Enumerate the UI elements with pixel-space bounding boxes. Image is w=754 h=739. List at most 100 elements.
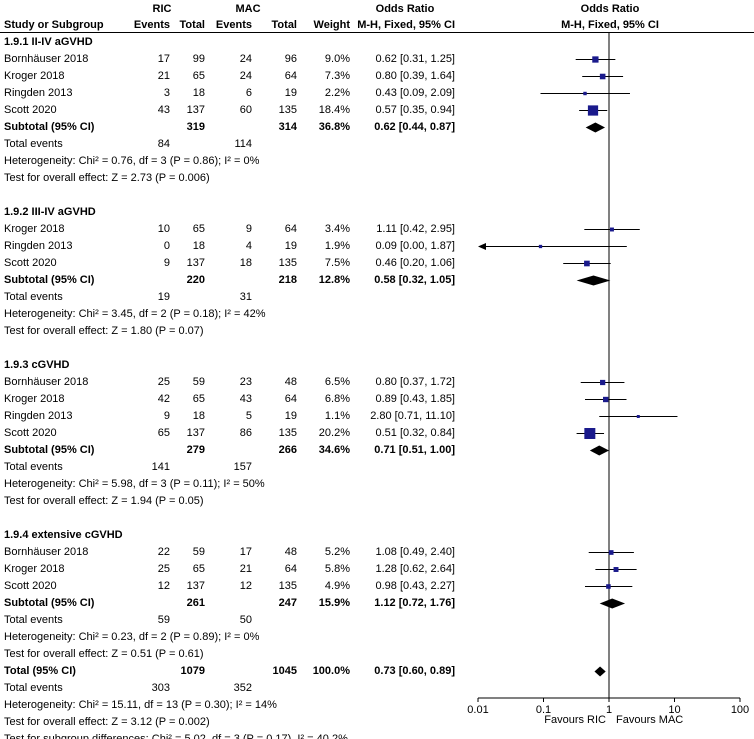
mac-events-value: 21 xyxy=(239,563,252,575)
ric-total-value: 18 xyxy=(192,87,205,99)
subtotal-weight-value: 15.9% xyxy=(318,597,350,609)
study-name: Bornhäuser 2018 xyxy=(4,376,89,388)
ric-total-value: 137 xyxy=(186,257,205,269)
subtotal-ci-text: 0.62 [0.44, 0.87] xyxy=(374,121,455,133)
mac-subtotal-value: 266 xyxy=(278,444,297,456)
grand-total-row: Total (95% CI) 1079 1045 100.0% 0.73 [0.60, … xyxy=(0,663,460,680)
ric-subtotal-value: 279 xyxy=(186,444,205,456)
weight-value: 1.1% xyxy=(324,410,350,422)
ric-total-value: 65 xyxy=(192,70,205,82)
ric-total-value: 137 xyxy=(186,427,205,439)
ric-subtotal-value: 261 xyxy=(186,597,205,609)
study-row: Bornhäuser 2018 17 99 24 96 9.0% 0.62 [0.31, 1… xyxy=(0,51,460,68)
mac-events-sum: 31 xyxy=(239,291,252,303)
ric-events-sum: 141 xyxy=(151,461,170,473)
mh-fixed-text-header: M-H, Fixed, 95% CI xyxy=(357,19,455,31)
ric-total-value: 65 xyxy=(192,393,205,405)
mac-events-value: 9 xyxy=(245,223,252,235)
subgroup-title: 1.9.4 extensive cGVHD xyxy=(4,529,123,541)
ric-events-value: 22 xyxy=(157,546,170,558)
study-name: Kroger 2018 xyxy=(4,563,65,575)
subgroup-title: 1.9.1 II-IV aGVHD xyxy=(4,36,93,48)
subtotal-row: Subtotal (95% CI) 279 266 34.6% 0.71 [0.51, … xyxy=(0,442,460,459)
ric-events-value: 21 xyxy=(157,70,170,82)
study-row: Ringden 2013 0 18 4 19 1.9% 0.09 [0.00, 1.87] xyxy=(0,238,460,255)
weight-value: 9.0% xyxy=(324,53,350,65)
study-row: Kroger 2018 42 65 43 64 6.8% 0.89 [0.43, 1.85] xyxy=(0,391,460,408)
study-row: Bornhäuser 2018 22 59 17 48 5.2% 1.08 [0.49, 2… xyxy=(0,544,460,561)
overall-effect-row: Test for overall effect: Z = 1.80 (P = 0… xyxy=(0,323,460,340)
ric-events-value: 0 xyxy=(163,240,170,252)
study-name: Bornhäuser 2018 xyxy=(4,53,89,65)
mac-events-value: 24 xyxy=(239,53,252,65)
study-name: Kroger 2018 xyxy=(4,223,65,235)
ric-events-value: 10 xyxy=(157,223,170,235)
ric-events-value: 25 xyxy=(157,376,170,388)
ric-subtotal-value: 220 xyxy=(186,274,205,286)
mac-grand-total-value: 1045 xyxy=(272,665,297,677)
study-row: Ringden 2013 9 18 5 19 1.1% 2.80 [0.71, 11.10] xyxy=(0,408,460,425)
mac-events-header: Events xyxy=(215,19,252,31)
or-ci-text: 1.08 [0.49, 2.40] xyxy=(375,546,455,558)
subtotal-label: Subtotal (95% CI) xyxy=(4,444,95,456)
ric-total-value: 65 xyxy=(192,563,205,575)
ric-total-value: 59 xyxy=(192,376,205,388)
ric-events-value: 9 xyxy=(163,410,170,422)
group-ric-header: RIC xyxy=(152,3,172,15)
heterogeneity-row: Heterogeneity: Chi² = 0.23, df = 2 (P = … xyxy=(0,629,460,646)
study-name: Kroger 2018 xyxy=(4,393,65,405)
or-ci-text: 1.11 [0.42, 2.95] xyxy=(376,223,455,235)
ric-events-value: 43 xyxy=(157,104,170,116)
heterogeneity-text: Heterogeneity: Chi² = 0.76, df = 3 (P = … xyxy=(4,155,260,167)
ric-subtotal-value: 319 xyxy=(186,121,205,133)
total-events-row: Total events 84 114 xyxy=(0,136,460,153)
or-ci-text: 0.43 [0.09, 2.09] xyxy=(375,87,455,99)
mac-total-value: 96 xyxy=(284,53,297,65)
ric-grand-total-value: 1079 xyxy=(180,665,205,677)
study-row: Scott 2020 43 137 60 135 18.4% 0.57 [0.35, 0.9… xyxy=(0,102,460,119)
study-row: Kroger 2018 21 65 24 64 7.3% 0.80 [0.39, 1.64] xyxy=(0,68,460,85)
mac-events-sum: 352 xyxy=(233,682,252,694)
grand-total-label: Total (95% CI) xyxy=(4,665,76,677)
mac-total-value: 135 xyxy=(278,580,297,592)
weight-value: 7.3% xyxy=(324,70,350,82)
subgroup-differences-text: Test for subgroup differences: Chi² = 5.… xyxy=(4,733,348,739)
mac-total-value: 19 xyxy=(284,87,297,99)
mac-total-value: 64 xyxy=(284,563,297,575)
total-events-row: Total events 141 157 xyxy=(0,459,460,476)
subtotal-label: Subtotal (95% CI) xyxy=(4,597,95,609)
ric-events-sum: 19 xyxy=(157,291,170,303)
mac-total-value: 135 xyxy=(278,427,297,439)
ric-events-value: 25 xyxy=(157,563,170,575)
subgroup-title-row: 1.9.4 extensive cGVHD xyxy=(0,527,460,544)
subtotal-ci-text: 0.58 [0.32, 1.05] xyxy=(374,274,455,286)
or-ci-text: 2.80 [0.71, 11.10] xyxy=(370,410,455,422)
mac-events-value: 6 xyxy=(245,87,252,99)
heterogeneity-text: Heterogeneity: Chi² = 5.98, df = 3 (P = … xyxy=(4,478,265,490)
or-ci-text: 0.46 [0.20, 1.06] xyxy=(375,257,455,269)
mac-events-value: 18 xyxy=(239,257,252,269)
subtotal-ci-text: 1.12 [0.72, 1.76] xyxy=(374,597,455,609)
weight-value: 3.4% xyxy=(324,223,350,235)
ric-events-value: 17 xyxy=(157,53,170,65)
mac-events-value: 43 xyxy=(239,393,252,405)
overall-effect-text: Test for overall effect: Z = 1.94 (P = 0… xyxy=(4,495,204,507)
study-name: Ringden 2013 xyxy=(4,410,73,422)
mac-events-value: 17 xyxy=(239,546,252,558)
ric-events-sum: 84 xyxy=(157,138,170,150)
mac-total-value: 64 xyxy=(284,223,297,235)
heterogeneity-text: Heterogeneity: Chi² = 0.23, df = 2 (P = … xyxy=(4,631,260,643)
mac-events-sum: 157 xyxy=(233,461,252,473)
or-ci-text: 0.80 [0.39, 1.64] xyxy=(375,70,455,82)
study-row: Kroger 2018 25 65 21 64 5.8% 1.28 [0.62, 2.64] xyxy=(0,561,460,578)
ric-events-value: 3 xyxy=(163,87,170,99)
mac-total-value: 64 xyxy=(284,70,297,82)
grand-heterogeneity-row: Heterogeneity: Chi² = 15.11, df = 13 (P … xyxy=(0,697,460,714)
study-row: Scott 2020 9 137 18 135 7.5% 0.46 [0.20, 1.06] xyxy=(0,255,460,272)
weight-value: 1.9% xyxy=(324,240,350,252)
study-row: Kroger 2018 10 65 9 64 3.4% 1.11 [0.42, 2.95] xyxy=(0,221,460,238)
favours-mac-label: Favours MAC xyxy=(616,714,684,726)
total-events-label: Total events xyxy=(4,461,63,473)
subtotal-weight-value: 34.6% xyxy=(318,444,350,456)
